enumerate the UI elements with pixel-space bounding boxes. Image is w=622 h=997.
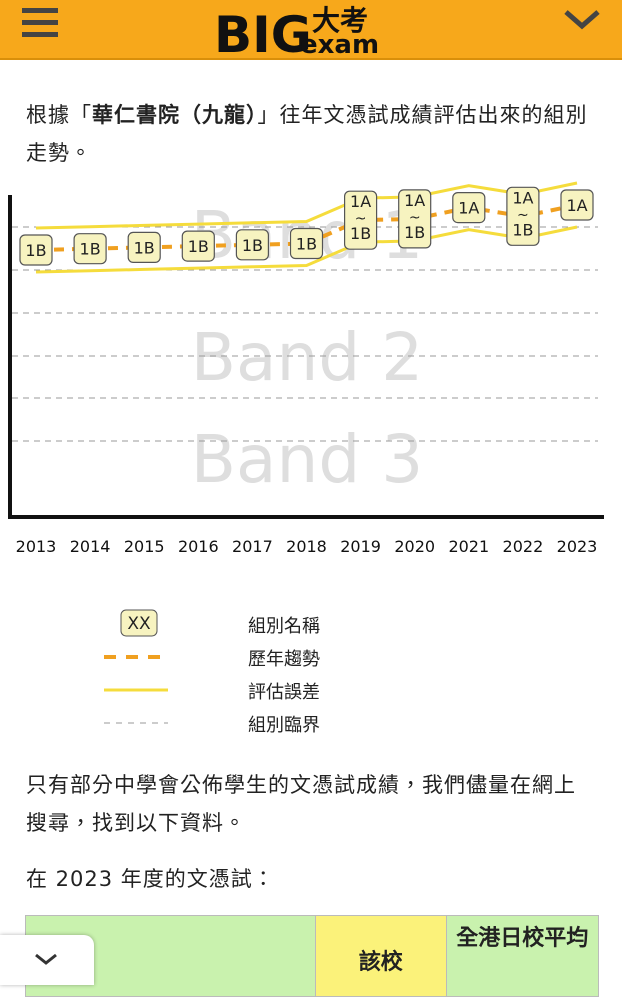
band-label: 1B <box>80 240 101 259</box>
band-box-bg <box>398 189 432 249</box>
legend-label: 組別臨界 <box>248 715 320 736</box>
x-tick-label: 2021 <box>448 537 489 556</box>
x-tick-label: 2019 <box>340 537 381 556</box>
band-box-bg <box>73 233 107 265</box>
band-box: 1B <box>73 233 107 265</box>
menu-bar <box>22 8 58 13</box>
band-label: 1B <box>512 220 533 239</box>
x-tick-label: 2020 <box>394 537 435 556</box>
logo[interactable]: BIG 大考 exam <box>214 4 379 64</box>
logo-cn: 大考 <box>312 4 368 37</box>
intro: 根據「華仁書院（九龍）」往年文憑試成績評估出來的組別走勢。 <box>26 96 596 172</box>
error-lower <box>35 225 578 274</box>
table-header-cell: 全港日校平均 <box>446 916 598 996</box>
x-tick-label: 2014 <box>70 537 111 556</box>
legend-swatch-box <box>120 609 158 637</box>
band-box: 1B <box>19 234 53 266</box>
band-box: 1A <box>452 192 486 224</box>
band-box: 1A~1B <box>506 186 540 246</box>
band-box: 1B <box>127 231 161 264</box>
band-box-bg <box>560 189 594 221</box>
logo-exam: exam <box>300 30 379 58</box>
band-box: 1A~1B <box>344 190 378 250</box>
band-label: ~ <box>409 210 421 226</box>
band-box: 1A~1B <box>398 189 432 249</box>
intro-suffix: 」往年文憑試成績評估出來的組別走勢。 <box>26 103 588 165</box>
error-upper <box>35 181 578 230</box>
band-label: 1A <box>404 191 425 210</box>
band-label: ~ <box>517 207 529 223</box>
year-heading: 在 2023 年度的文憑試： <box>26 867 275 891</box>
band-box: 1B <box>289 227 324 260</box>
table-header-cell: 該校 <box>315 916 447 996</box>
band-watermark: Band 2 <box>191 319 423 396</box>
x-tick-label: 2023 <box>557 537 598 556</box>
band-box-bg <box>344 190 378 250</box>
note: 只有部分中學會公佈學生的文憑試成績，我們儘量在網上搜尋，找到以下資料。 <box>26 773 576 835</box>
x-tick-label: 2017 <box>232 537 273 556</box>
band-label: 1B <box>242 236 263 255</box>
band-label: 1B <box>350 224 371 243</box>
x-tick-label: 2022 <box>503 537 544 556</box>
chevron <box>35 953 57 965</box>
band-box-bg <box>235 229 269 261</box>
x-tick-label: 2015 <box>124 537 165 556</box>
intro-prefix: 根據「 <box>26 103 92 127</box>
menu-bar <box>22 32 58 37</box>
results-table: 該校 全港日校平均 <box>25 915 599 997</box>
menu-bar <box>22 20 58 25</box>
band-box: 1B <box>181 230 215 262</box>
legend-label: 組別名稱 <box>248 616 320 637</box>
band-label: 1B <box>25 241 46 260</box>
collapse-chevron[interactable] <box>564 10 600 30</box>
x-tick-label: 2013 <box>16 537 57 556</box>
band-label: 1B <box>404 223 425 242</box>
band-box-bg <box>506 186 540 246</box>
band-box-bg <box>19 234 53 266</box>
band-label: ~ <box>355 211 367 227</box>
band-box: 1B <box>235 229 269 261</box>
band-box: 1A <box>560 189 594 221</box>
band-label: 1B <box>134 238 155 257</box>
header-svg: BIG 大考 exam <box>22 4 600 64</box>
x-tick-label: 2016 <box>178 537 219 556</box>
browser-tab-button[interactable] <box>0 935 94 985</box>
band-box-bg <box>452 192 486 224</box>
band-box-bg <box>289 227 324 260</box>
header: BIG 大考 exam <box>0 0 622 64</box>
band-label: 1A <box>350 192 371 211</box>
legend-label: 評估誤差 <box>248 682 320 703</box>
legend-sample: XX <box>127 614 151 634</box>
band-box-bg <box>181 230 215 262</box>
band-label: 1A <box>458 199 479 218</box>
legend-label: 歷年趨勢 <box>248 649 320 670</box>
tab-icon <box>35 953 57 965</box>
band-box-bg <box>127 231 161 264</box>
band-label: 1A <box>566 196 587 215</box>
band-label: 1B <box>296 235 317 254</box>
band-label: 1B <box>188 237 209 256</box>
menu-button[interactable] <box>22 8 58 37</box>
x-tick-label: 2018 <box>286 537 327 556</box>
school-name: 華仁書院（九龍） <box>92 103 258 127</box>
band-watermark: Band 3 <box>191 421 423 498</box>
band-label: 1A <box>512 188 533 207</box>
logo-big: BIG <box>214 6 312 58</box>
